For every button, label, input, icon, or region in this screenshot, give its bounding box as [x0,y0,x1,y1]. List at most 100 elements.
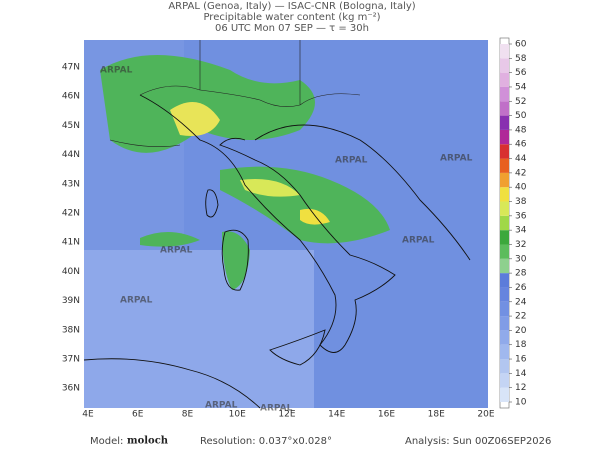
colorbar-segment [500,129,509,145]
model-name: moloch [127,436,169,447]
colorbar-segment [500,258,509,274]
colorbar-segment [500,172,509,188]
colorbar-label: 40 [515,183,527,193]
lon-label: 6E [132,410,144,420]
watermark: ARPAL [335,156,368,166]
coastline [83,358,261,409]
watermark: ARPAL [120,296,153,306]
colorbar-segment [500,44,509,59]
header-line: ARPAL (Genoa, Italy) — ISAC-CNR (Bologna… [168,1,415,12]
colorbar-label: 56 [515,68,527,78]
colorbar-segment [500,215,509,231]
header-line: Precipitable water content (kg m⁻²) [203,12,380,23]
colorbar-label: 20 [515,326,527,336]
footer-label: Model: [90,436,123,447]
colorbar-label: 54 [515,82,527,92]
lon-label: 10E [229,410,246,420]
colorbar-segment [500,72,509,87]
colorbar-label: 34 [515,226,527,236]
lon-label: 16E [378,410,395,420]
colorbar-label: 42 [515,168,526,178]
lon-label: 14E [328,410,345,420]
lon-label: 12E [278,410,295,420]
watermark: ARPAL [260,404,293,414]
colorbar-segment [500,316,509,331]
colorbar-label: 38 [515,197,527,207]
resolution: Resolution: 0.037°x0.028° [200,436,332,447]
lat-label: 40N [62,267,80,277]
colorbar-segment [500,158,509,173]
lat-label: 41N [62,238,80,248]
colorbar-label: 44 [515,154,527,164]
analysis: Analysis: Sun 00Z06SEP2026 [405,436,551,447]
coastline [139,94,396,353]
lat-label: 38N [62,325,80,335]
colorbar-label: 36 [515,211,527,221]
lat-label: 42N [62,209,80,219]
lon-label: 4E [82,410,94,420]
field-area [222,231,250,290]
field-area [170,102,220,136]
header-line: 06 UTC Mon 07 SEP — τ = 30h [215,23,369,34]
field-area [140,231,200,247]
map [83,40,488,409]
colorbar-label: 50 [515,111,527,121]
coastline [269,329,326,366]
colorbar-label: 48 [515,125,527,135]
lat-label: 39N [62,296,80,306]
colorbar-segment [500,330,509,345]
colorbar-segment [500,387,509,402]
colorbar-label: 60 [515,40,527,50]
colorbar-segment [500,58,509,73]
watermark: ARPAL [440,154,473,164]
colorbar-label: 30 [515,254,527,264]
country-border [109,40,361,147]
colorbar-segment [500,187,509,202]
watermark: ARPAL [100,66,133,76]
colorbar-label: 46 [515,140,527,150]
colorbar-label: 58 [515,54,527,64]
colorbar-label: 28 [515,269,527,279]
lat-label: 43N [62,179,80,189]
colorbar-segment [500,301,509,317]
colorbar-segment [500,115,509,130]
coastline [254,124,471,261]
lon-label: 20E [477,410,494,420]
lat-label: 47N [62,63,80,73]
lat-label: 45N [62,121,80,131]
colorbar-segment [500,144,509,159]
lat-label: 44N [62,150,80,160]
field-area [300,208,330,225]
colorbar-label: 14 [515,369,527,379]
colorbar-segment [500,101,509,116]
field-area [100,55,315,153]
colorbar-segment [500,359,509,374]
colorbar-segment [500,230,509,245]
lat-label: 46N [62,92,80,102]
lon-label: 18E [428,410,445,420]
colorbar-segment [500,244,509,259]
colorbar-segment [500,86,509,102]
colorbar-label: 26 [515,283,527,293]
colorbar-label: 32 [515,240,526,250]
colorbar-segment [500,201,509,216]
lat-label: 36N [62,384,80,394]
watermark: ARPAL [160,246,193,256]
coastline [221,229,249,291]
field-area [240,179,300,197]
colorbar-label: 24 [515,297,527,307]
watermark: ARPAL [205,401,238,411]
colorbar-label: 10 [515,398,527,408]
colorbar-label: 12 [515,383,526,393]
colorbar-segment [500,373,509,388]
field-area [84,250,314,408]
colorbar-segment [500,273,509,288]
colorbar-label: 18 [515,340,527,350]
watermark: ARPAL [402,236,435,246]
lon-label: 8E [182,410,194,420]
lat-label: 37N [62,355,80,365]
colorbar-segment [500,344,509,360]
colorbar-label: 52 [515,97,526,107]
coastline [205,189,219,218]
